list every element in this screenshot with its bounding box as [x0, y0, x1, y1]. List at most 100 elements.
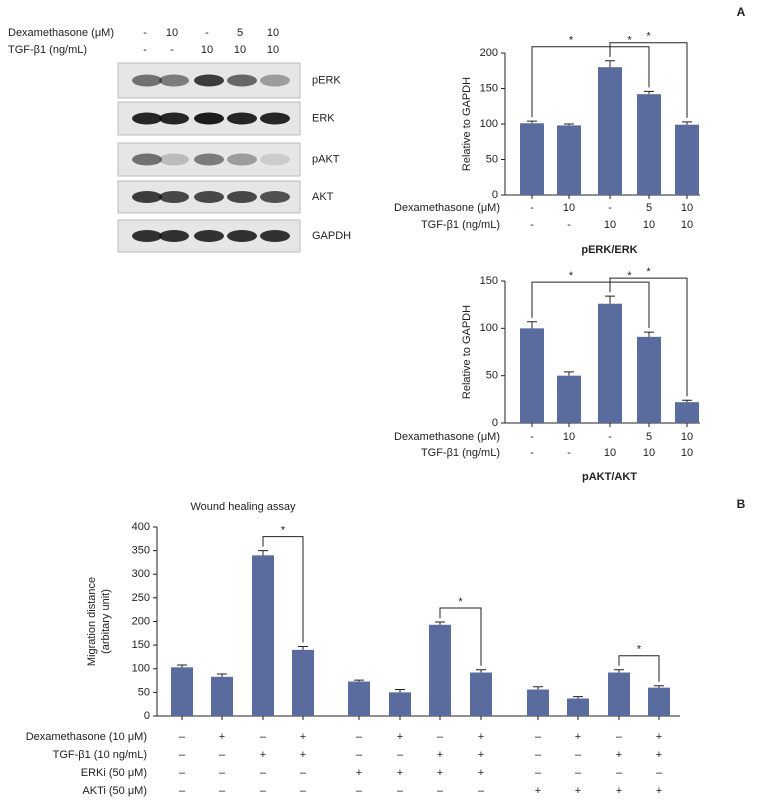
- condition-cell: +: [478, 767, 484, 779]
- condition-cell: –: [535, 731, 542, 743]
- x-axis-label: pAKT/AKT: [582, 471, 637, 483]
- blot-band: [159, 112, 189, 125]
- bar: [675, 402, 699, 423]
- y-axis-label: Migration distance: [86, 577, 98, 666]
- panel-label: B: [737, 497, 746, 511]
- error-bar: [354, 679, 364, 682]
- error-bar: [682, 399, 692, 403]
- blot-condition-cell: 5: [237, 27, 243, 39]
- condition-cell: –: [575, 767, 582, 779]
- condition-cell: +: [478, 731, 484, 743]
- bar: [171, 667, 193, 716]
- condition-cell: +: [616, 749, 622, 761]
- blot-band: [194, 191, 224, 203]
- error-bar: [298, 646, 308, 650]
- blot-band: [159, 191, 189, 203]
- condition-cell: –: [219, 767, 226, 779]
- condition-cell: +: [397, 767, 403, 779]
- significance-label: *: [281, 525, 286, 537]
- condition-cell: –: [260, 785, 267, 797]
- condition-cell: –: [356, 731, 363, 743]
- condition-cell: +: [300, 731, 306, 743]
- condition-cell: –: [616, 767, 623, 779]
- condition-cell: +: [397, 731, 403, 743]
- blot-band-label: pERK: [312, 74, 341, 86]
- condition-label: TGF-β1 (ng/mL): [421, 447, 500, 459]
- y-tick-label: 200: [132, 615, 150, 627]
- significance-label: *: [627, 35, 632, 47]
- error-bar: [527, 321, 537, 329]
- blot-band: [260, 230, 290, 242]
- condition-cell: –: [260, 767, 267, 779]
- significance-bracket: [262, 536, 304, 643]
- condition-cell: -: [567, 219, 571, 231]
- bar: [252, 555, 274, 716]
- significance-label: *: [646, 266, 651, 278]
- y-axis-label: (arbitary unit): [100, 589, 112, 654]
- y-tick-label: 200: [480, 47, 498, 59]
- chart-title: Wound healing assay: [191, 501, 296, 513]
- blot-band: [260, 153, 290, 166]
- condition-cell: 10: [681, 447, 693, 459]
- condition-cell: +: [535, 785, 541, 797]
- blot-condition-cell: 10: [166, 27, 178, 39]
- error-bar: [682, 121, 692, 125]
- blot-condition-label: Dexamethasone (μM): [8, 27, 114, 39]
- blot-band: [260, 74, 290, 87]
- blot-band: [227, 230, 257, 242]
- y-tick-label: 100: [132, 663, 150, 675]
- blot-condition-cell: 10: [234, 44, 246, 56]
- bar: [637, 336, 661, 423]
- error-bar: [605, 60, 615, 68]
- blot-band: [194, 230, 224, 242]
- bar: [470, 672, 492, 716]
- bar: [567, 698, 589, 716]
- blot-band: [132, 230, 162, 242]
- condition-cell: +: [356, 767, 362, 779]
- blot-band: [194, 153, 224, 166]
- blot-band: [227, 112, 257, 125]
- condition-cell: –: [179, 749, 186, 761]
- condition-label: TGF-β1 (ng/mL): [421, 219, 500, 231]
- condition-cell: 10: [643, 219, 655, 231]
- condition-cell: –: [397, 785, 404, 797]
- y-tick-label: 50: [138, 686, 150, 698]
- condition-cell: –: [356, 785, 363, 797]
- condition-cell: -: [567, 447, 571, 459]
- condition-cell: –: [356, 749, 363, 761]
- significance-label: *: [458, 596, 463, 608]
- bar: [675, 124, 699, 195]
- condition-cell: 10: [604, 219, 616, 231]
- y-tick-label: 100: [480, 118, 498, 130]
- blot-condition-cell: -: [205, 27, 209, 39]
- error-bar: [573, 696, 583, 699]
- blot-band: [194, 74, 224, 87]
- condition-cell: +: [575, 785, 581, 797]
- blot-condition-cell: 10: [201, 44, 213, 56]
- blot-band: [132, 74, 162, 87]
- blot-condition-cell: 10: [267, 27, 279, 39]
- blot-band: [227, 153, 257, 166]
- bar: [598, 67, 622, 195]
- error-bar: [654, 685, 664, 688]
- bar: [389, 692, 411, 716]
- condition-label: Dexamethasone (μM): [394, 431, 500, 443]
- y-tick-label: 100: [480, 322, 498, 334]
- condition-cell: 10: [643, 447, 655, 459]
- condition-cell: 10: [681, 202, 693, 214]
- error-bar: [435, 621, 445, 625]
- condition-cell: 10: [604, 447, 616, 459]
- bar: [520, 123, 544, 195]
- significance-bracket: [609, 42, 688, 118]
- y-axis-label: Relative to GAPDH: [461, 305, 473, 399]
- blot-band: [132, 191, 162, 203]
- bar: [211, 676, 233, 716]
- condition-cell: –: [535, 767, 542, 779]
- blot-band: [260, 191, 290, 203]
- condition-cell: +: [656, 731, 662, 743]
- error-bar: [564, 123, 574, 126]
- significance-label: *: [569, 35, 574, 47]
- condition-label: ERKi (50 μM): [81, 767, 147, 779]
- y-tick-label: 300: [132, 568, 150, 580]
- condition-cell: +: [260, 749, 266, 761]
